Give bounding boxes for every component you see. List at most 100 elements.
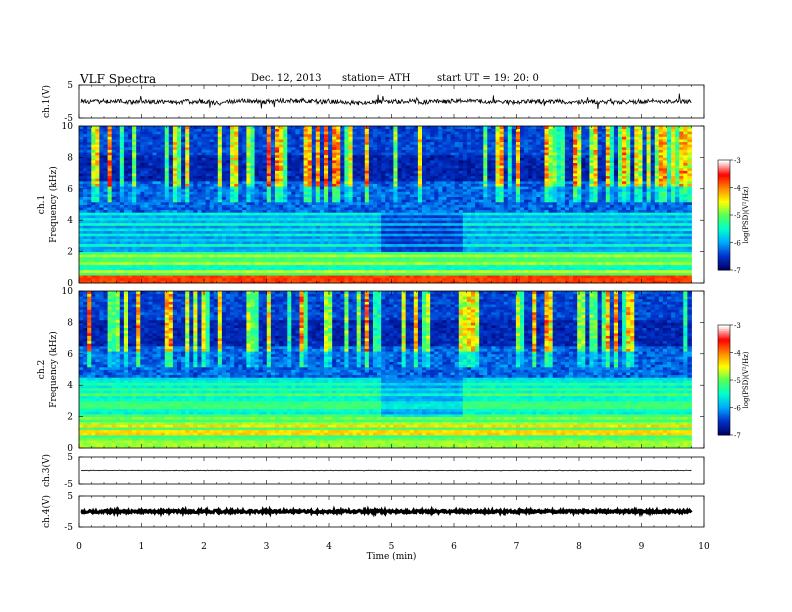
spectrogram-cell: [83, 171, 88, 174]
spectrogram-cell: [185, 257, 190, 260]
spectrogram-cell: [95, 262, 100, 265]
spectrogram-cell: [271, 244, 276, 247]
spectrogram-cell: [238, 278, 243, 281]
spectrogram-cell: [226, 254, 231, 257]
spectrogram-cell: [238, 186, 243, 189]
spectrogram-cell: [144, 212, 149, 215]
spectrogram-cell: [242, 207, 247, 210]
spectrogram-cell: [226, 184, 231, 187]
spectrogram-cell: [148, 218, 153, 221]
spectrogram-cell: [230, 165, 235, 168]
spectrogram-cell: [222, 139, 227, 142]
spectrogram-cell: [210, 265, 215, 268]
spectrogram-cell: [128, 220, 133, 223]
spectrogram-cell: [222, 144, 227, 147]
spectrogram-cell: [95, 194, 100, 197]
spectrogram-cell: [242, 178, 247, 181]
spectrogram-cell: [87, 273, 92, 276]
spectrogram-cell: [91, 218, 96, 221]
spectrogram-cell: [173, 246, 178, 249]
spectrogram-cell: [275, 244, 280, 247]
spectrogram-cell: [104, 155, 109, 158]
spectrogram-cell: [104, 181, 109, 184]
spectrogram-cell: [136, 139, 141, 142]
spectrogram-cell: [173, 254, 178, 257]
spectrogram-cell: [169, 246, 174, 249]
spectrogram-cell: [136, 126, 141, 129]
spectrogram-cell: [206, 191, 211, 194]
spectrogram-cell: [181, 176, 186, 179]
spectrogram-cell: [246, 212, 251, 215]
spectrogram-cell: [108, 181, 113, 184]
spectrogram-cell: [177, 202, 182, 205]
spectrogram-cell: [283, 171, 288, 174]
spectrogram-cell: [132, 223, 137, 226]
spectrogram-cell: [185, 184, 190, 187]
spectrogram-cell: [242, 157, 247, 160]
spectrogram-cell: [189, 142, 194, 145]
spectrogram-cell: [120, 126, 125, 129]
spectrogram-cell: [242, 194, 247, 197]
spectrogram-cell: [140, 254, 145, 257]
spectrogram-cell: [222, 176, 227, 179]
spectrogram-cell: [153, 244, 158, 247]
spectrogram-cell: [218, 275, 223, 278]
spectrogram-cell: [246, 186, 251, 189]
spectrogram-cell: [238, 160, 243, 163]
spectrogram-cell: [279, 165, 284, 168]
spectrogram-cell: [267, 139, 272, 142]
spectrogram-cell: [177, 278, 182, 281]
spectrogram-cell: [246, 270, 251, 273]
spectrogram-cell: [259, 199, 264, 202]
spectrogram-cell: [153, 155, 158, 158]
spectrogram-cell: [116, 155, 121, 158]
spectrogram-cell: [153, 147, 158, 150]
spectrogram-cell: [251, 252, 256, 255]
spectrogram-cell: [234, 257, 239, 260]
spectrogram-cell: [177, 150, 182, 153]
spectrogram-cell: [91, 259, 96, 262]
spectrogram-cell: [259, 246, 264, 249]
spectrogram-cell: [202, 275, 207, 278]
spectrogram-cell: [95, 171, 100, 174]
spectrogram-cell: [153, 199, 158, 202]
spectrogram-cell: [95, 181, 100, 184]
spectrogram-cell: [108, 257, 113, 260]
spectrogram-cell: [234, 223, 239, 226]
spectrogram-cell: [83, 189, 88, 192]
spectrogram-cell: [153, 186, 158, 189]
spectrogram-cell: [181, 150, 186, 153]
spectrogram-cell: [169, 241, 174, 244]
spectrogram-cell: [161, 134, 166, 137]
spectrogram-cell: [214, 252, 219, 255]
spectrogram-cell: [128, 165, 133, 168]
spectrogram-cell: [95, 205, 100, 208]
spectrogram-cell: [108, 144, 113, 147]
spectrogram-cell: [181, 273, 186, 276]
spectrogram-cell: [128, 137, 133, 140]
spectrogram-cell: [189, 241, 194, 244]
spectrogram-cell: [181, 142, 186, 145]
spectrogram-cell: [128, 265, 133, 268]
spectrogram-cell: [222, 191, 227, 194]
spectrogram-cell: [275, 191, 280, 194]
spectrogram-cell: [214, 199, 219, 202]
spectrogram-cell: [83, 218, 88, 221]
spectrogram-cell: [87, 241, 92, 244]
spectrogram-cell: [144, 173, 149, 176]
spectrogram-cell: [148, 191, 153, 194]
spectrogram-cell: [238, 265, 243, 268]
spectrogram-cell: [275, 173, 280, 176]
spectrogram-cell: [214, 236, 219, 239]
spectrogram-cell: [189, 215, 194, 218]
spectrogram-cell: [144, 171, 149, 174]
spectrogram-cell: [189, 191, 194, 194]
spectrogram-cell: [140, 275, 145, 278]
spectrogram-cell: [157, 150, 162, 153]
spectrogram-cell: [251, 173, 256, 176]
spectrogram-cell: [169, 181, 174, 184]
spectrogram-cell: [157, 129, 162, 132]
spectrogram-cell: [144, 178, 149, 181]
spectrogram-cell: [246, 131, 251, 134]
spectrogram-cell: [185, 218, 190, 221]
